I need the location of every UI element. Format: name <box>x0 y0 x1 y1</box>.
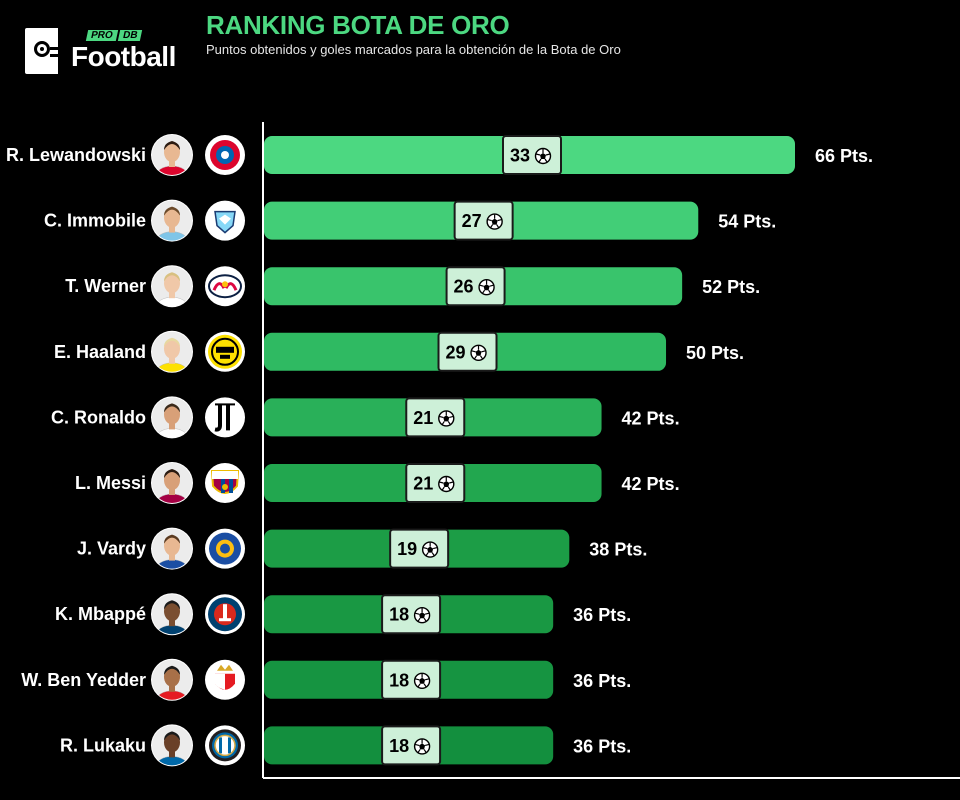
goal-badge <box>405 463 466 503</box>
player-name: R. Lukaku <box>60 735 146 755</box>
player-name: K. Mbappé <box>55 604 146 624</box>
bar-row: E. Haaland 29 50 Pts. <box>54 330 744 373</box>
bar-row: T. Werner 26 52 Pts. <box>65 265 760 308</box>
goals-label: 19 <box>397 539 417 559</box>
brand-logo: PRO DB Football <box>25 26 183 74</box>
player-name: E. Haaland <box>54 342 146 362</box>
player-name: L. Messi <box>75 473 146 493</box>
points-label: 42 Pts. <box>622 408 680 428</box>
bar-row: C. Ronaldo 21 42 Pts. <box>51 396 680 439</box>
points-label: 66 Pts. <box>815 146 873 166</box>
points-label: 52 Pts. <box>702 277 760 297</box>
logo-wordmark: PRO DB Football <box>71 26 183 74</box>
player-name: W. Ben Yedder <box>21 670 146 690</box>
goal-badge <box>381 725 442 766</box>
bar-row: R. Lewandowski 33 66 Pts. <box>6 134 873 176</box>
goal-badge <box>381 594 442 635</box>
goal-badge <box>381 659 442 700</box>
logo-word: Football <box>71 41 176 72</box>
goals-label: 18 <box>389 736 409 756</box>
bar-row: K. Mbappé 18 36 Pts. <box>55 593 631 636</box>
goal-badge <box>405 397 466 438</box>
player-name: T. Werner <box>65 276 146 296</box>
bar-row: R. Lukaku 18 36 Pts. <box>60 724 631 767</box>
points-label: 38 Pts. <box>589 540 647 560</box>
goal-badge <box>445 266 506 307</box>
player-name: C. Immobile <box>44 211 146 231</box>
goals-label: 27 <box>462 211 482 231</box>
goals-label: 18 <box>389 670 409 690</box>
points-label: 36 Pts. <box>573 605 631 625</box>
page-subtitle: Puntos obtenidos y goles marcados para l… <box>206 42 621 57</box>
goal-badge <box>437 331 498 372</box>
points-label: 50 Pts. <box>686 343 744 363</box>
points-label: 36 Pts. <box>573 671 631 691</box>
points-label: 42 Pts. <box>622 474 680 494</box>
page-title: RANKING BOTA DE ORO <box>206 10 510 40</box>
player-name: C. Ronaldo <box>51 407 146 427</box>
goals-label: 18 <box>389 605 409 625</box>
goal-badge <box>502 135 562 175</box>
logo-mark <box>25 28 65 74</box>
bar-row: L. Messi 21 42 Pts. <box>75 462 680 504</box>
bar-row: J. Vardy 19 38 Pts. <box>77 527 647 570</box>
goals-label: 29 <box>445 342 465 362</box>
goals-label: 21 <box>413 408 433 428</box>
juventus-crest <box>205 397 245 438</box>
goals-label: 26 <box>454 277 474 297</box>
player-name: R. Lewandowski <box>6 145 146 165</box>
goals-label: 33 <box>510 146 530 166</box>
goal-badge <box>389 528 450 569</box>
goals-label: 21 <box>413 474 433 494</box>
bar-row: C. Immobile 27 54 Pts. <box>44 199 776 242</box>
bar-row: W. Ben Yedder 18 36 Pts. <box>21 658 631 701</box>
points-label: 54 Pts. <box>718 212 776 232</box>
player-name: J. Vardy <box>77 539 146 559</box>
goal-badge <box>453 200 514 241</box>
points-label: 36 Pts. <box>573 736 631 756</box>
